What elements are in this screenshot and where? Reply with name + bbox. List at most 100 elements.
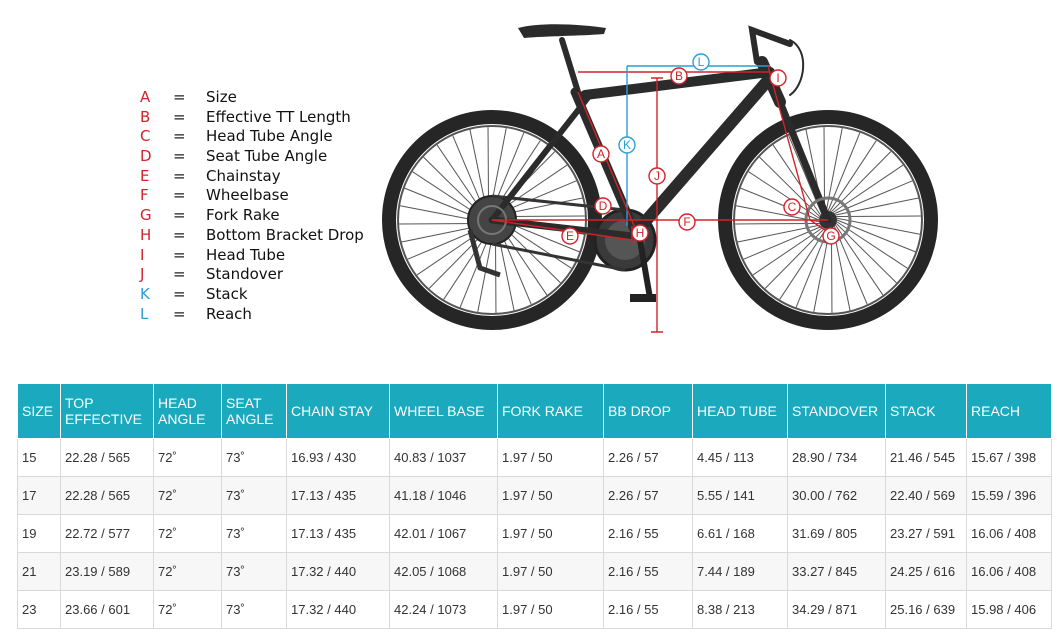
column-header: SEAT ANGLE: [221, 383, 287, 439]
tag-a: A: [592, 145, 610, 163]
legend-equals: =: [173, 127, 186, 146]
table-cell: 40.83 / 1037: [389, 438, 498, 477]
column-header-line: WHEEL BASE: [394, 403, 485, 419]
table-cell: 15.67 / 398: [966, 438, 1052, 477]
legend-letter: D: [140, 147, 152, 166]
legend-row-d: D = Seat Tube Angle: [140, 147, 364, 167]
legend-label: Head Tube: [206, 245, 286, 264]
table-cell: 72˚: [153, 590, 222, 629]
legend-label: Effective TT Length: [206, 107, 351, 126]
legend-equals: =: [173, 166, 186, 185]
legend-letter: I: [140, 245, 145, 264]
table-cell: 6.61 / 168: [692, 514, 788, 553]
column-header-line: STACK: [890, 403, 936, 419]
table-cell: 22.72 / 577: [60, 514, 154, 553]
saddle: [518, 24, 606, 38]
tag-b-label: B: [675, 69, 683, 83]
legend-equals: =: [173, 147, 186, 166]
column-header: SIZE: [17, 383, 61, 439]
tag-j-label: J: [654, 169, 660, 183]
table-row: 23 23.66 / 601 72˚ 73˚ 17.32 / 440 42.24 / 10…: [17, 590, 1052, 629]
table-cell: 17.13 / 435: [286, 514, 390, 553]
table-row: 15 22.28 / 565 72˚ 73˚ 16.93 / 430 40.83 / 10…: [17, 438, 1052, 477]
table-cell: 1.97 / 50: [497, 476, 604, 515]
table-cell: 17.32 / 440: [286, 552, 390, 591]
table-cell: 30.00 / 762: [787, 476, 886, 515]
legend-row-b: B = Effective TT Length: [140, 108, 364, 128]
table-cell: 23.27 / 591: [885, 514, 967, 553]
table-cell: 22.28 / 565: [60, 476, 154, 515]
table-cell: 21.46 / 545: [885, 438, 967, 477]
table-cell: 33.27 / 845: [787, 552, 886, 591]
column-header: TOP EFFECTIVE: [60, 383, 154, 439]
tag-k: K: [618, 136, 636, 154]
table-cell: 15.98 / 406: [966, 590, 1052, 629]
geometry-table: SIZE TOP EFFECTIVE HEAD ANGLE SEAT ANGLE CHAIN …: [17, 383, 1052, 629]
column-header: STANDOVER: [787, 383, 886, 439]
tag-l-label: L: [698, 55, 705, 69]
table-cell: 16.06 / 408: [966, 552, 1052, 591]
column-header-line: EFFECTIVE: [65, 411, 143, 427]
table-cell: 34.29 / 871: [787, 590, 886, 629]
table-cell: 73˚: [221, 590, 287, 629]
column-header-line: HEAD: [158, 395, 197, 411]
tag-l: L: [692, 53, 710, 71]
table-cell: 7.44 / 189: [692, 552, 788, 591]
tag-c-label: C: [788, 200, 797, 214]
table-cell: 4.45 / 113: [692, 438, 788, 477]
tag-i: I: [769, 69, 787, 87]
table-row: 17 22.28 / 565 72˚ 73˚ 17.13 / 435 41.18 / 10…: [17, 476, 1052, 515]
table-cell: 1.97 / 50: [497, 514, 604, 553]
table-cell: 25.16 / 639: [885, 590, 967, 629]
legend-label: Size: [206, 88, 237, 106]
table-cell: 73˚: [221, 514, 287, 553]
table-cell: 2.26 / 57: [603, 438, 693, 477]
table-cell: 72˚: [153, 476, 222, 515]
legend-equals: =: [173, 304, 186, 323]
table-cell: 2.16 / 55: [603, 552, 693, 591]
legend-row-k: K = Stack: [140, 285, 364, 305]
legend-equals: =: [173, 225, 186, 244]
legend-letter: C: [140, 127, 151, 146]
legend-row-a: A = Size: [140, 88, 364, 108]
tag-h: H: [631, 224, 649, 242]
tag-a-label: A: [597, 147, 605, 161]
table-cell: 21: [17, 552, 61, 591]
legend-letter: L: [140, 304, 149, 323]
legend-row-e: E = Chainstay: [140, 167, 364, 187]
column-header-line: BB DROP: [608, 403, 672, 419]
legend-equals: =: [173, 88, 186, 106]
column-header-line: STANDOVER: [792, 403, 879, 419]
legend-label: Standover: [206, 265, 284, 284]
column-header-line: TOP: [65, 395, 94, 411]
column-header-line: SIZE: [22, 403, 54, 419]
column-header: REACH: [966, 383, 1052, 439]
legend-row-c: C = Head Tube Angle: [140, 127, 364, 147]
column-header: HEAD TUBE: [692, 383, 788, 439]
table-cell: 72˚: [153, 552, 222, 591]
legend-letter: F: [140, 186, 149, 205]
table-cell: 31.69 / 805: [787, 514, 886, 553]
legend-row-i: I = Head Tube: [140, 246, 364, 266]
table-cell: 42.01 / 1067: [389, 514, 498, 553]
table-cell: 2.16 / 55: [603, 590, 693, 629]
geometry-legend: A = Size B = Effective TT Length C = Hea…: [140, 88, 364, 324]
table-cell: 2.16 / 55: [603, 514, 693, 553]
table-cell: 5.55 / 141: [692, 476, 788, 515]
legend-label: Fork Rake: [206, 206, 280, 225]
column-header: WHEEL BASE: [389, 383, 498, 439]
tag-g: G: [822, 227, 840, 245]
column-header-line: CHAIN STAY: [291, 403, 373, 419]
table-cell: 15.59 / 396: [966, 476, 1052, 515]
table-cell: 1.97 / 50: [497, 552, 604, 591]
column-header-line: FORK RAKE: [502, 403, 583, 419]
legend-letter: E: [140, 166, 150, 185]
table-cell: 42.24 / 1073: [389, 590, 498, 629]
legend-equals: =: [173, 206, 186, 225]
bike-frame: [488, 25, 832, 240]
table-cell: 22.40 / 569: [885, 476, 967, 515]
legend-label: Chainstay: [206, 166, 281, 185]
tag-b: B: [670, 67, 688, 85]
table-cell: 28.90 / 734: [787, 438, 886, 477]
tag-c: C: [783, 198, 801, 216]
